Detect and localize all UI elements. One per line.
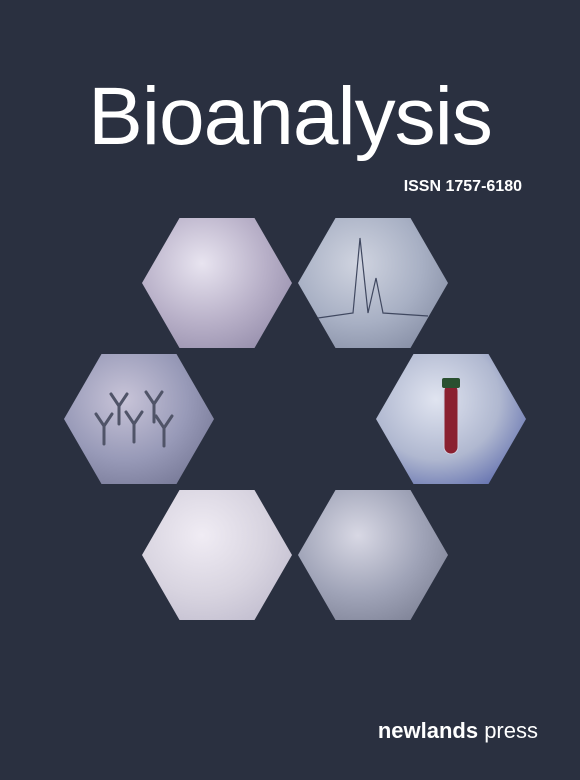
chromatogram-line-icon xyxy=(298,218,448,348)
test-tube-icon xyxy=(376,354,526,484)
journal-title: Bioanalysis xyxy=(0,70,580,164)
antibody-icon xyxy=(64,354,214,484)
publisher-name: newlands press xyxy=(378,718,538,744)
publisher-light: press xyxy=(478,718,538,743)
hex-mass-spec xyxy=(298,490,448,620)
hex-blood-sample xyxy=(376,354,526,484)
hexagon-ring xyxy=(60,210,520,650)
hex-antibodies xyxy=(64,354,214,484)
issn-label: ISSN 1757-6180 xyxy=(404,178,522,196)
hex-chromatogram xyxy=(298,218,448,348)
publisher-bold: newlands xyxy=(378,718,478,743)
hex-microfluidic-chip xyxy=(142,490,292,620)
hex-multiwell-plate xyxy=(142,218,292,348)
